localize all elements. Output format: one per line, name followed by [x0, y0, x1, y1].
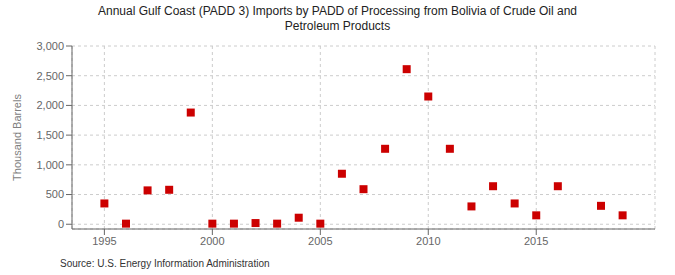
- svg-text:1995: 1995: [92, 235, 116, 247]
- svg-text:2,000: 2,000: [36, 99, 64, 111]
- svg-text:2000: 2000: [200, 235, 224, 247]
- svg-text:1,500: 1,500: [36, 129, 64, 141]
- svg-text:2005: 2005: [308, 235, 332, 247]
- html-text:Source: U.S. Energy Informatio: Source: U.S. Energy Information Administ…: [60, 258, 270, 269]
- svg-text:2015: 2015: [524, 235, 548, 247]
- html-text:Annual Gulf Coast (PADD 3) Imp: Annual Gulf Coast (PADD 3) Imports by PA…: [98, 4, 577, 18]
- svg-text:2,500: 2,500: [36, 70, 64, 82]
- html-text:Petroleum Products: Petroleum Products: [284, 19, 391, 33]
- svg-text:0: 0: [58, 218, 64, 230]
- svg-text:Thousand Barrels: Thousand Barrels: [11, 94, 23, 181]
- svg-text:3,000: 3,000: [36, 40, 64, 52]
- svg-text:2010: 2010: [416, 235, 440, 247]
- svg-text:500: 500: [46, 188, 64, 200]
- svg-text:1,000: 1,000: [36, 159, 64, 171]
